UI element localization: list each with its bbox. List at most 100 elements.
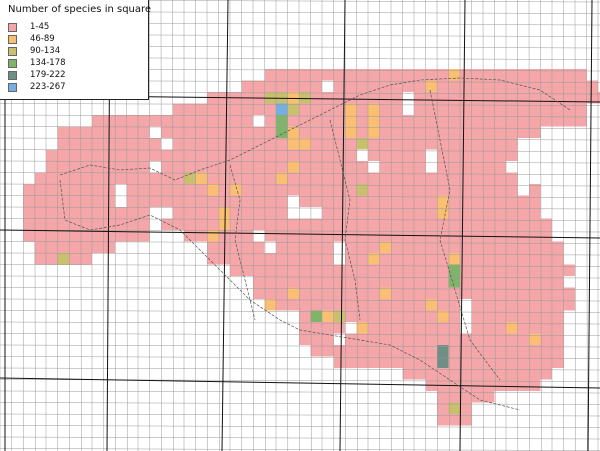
grid-cell xyxy=(437,241,449,253)
grid-cell xyxy=(437,310,449,322)
grid-cell xyxy=(345,218,357,230)
grid-cell xyxy=(506,241,518,253)
grid-cell xyxy=(368,287,380,299)
grid-cell xyxy=(391,276,403,288)
grid-cell xyxy=(506,322,518,334)
grid-cell xyxy=(460,402,472,414)
grid-cell xyxy=(103,184,115,196)
grid-cell xyxy=(92,115,104,127)
grid-cell xyxy=(322,115,334,127)
grid-cell xyxy=(299,161,311,173)
grid-cell xyxy=(529,299,541,311)
grid-cell xyxy=(563,69,575,81)
grid-cell xyxy=(345,276,357,288)
grid-cell xyxy=(276,172,288,184)
grid-cell xyxy=(172,138,184,150)
grid-cell xyxy=(437,333,449,345)
grid-cell xyxy=(207,207,219,219)
grid-cell xyxy=(575,115,587,127)
grid-cell xyxy=(368,207,380,219)
grid-cell xyxy=(345,126,357,138)
grid-cell xyxy=(69,138,81,150)
grid-cell xyxy=(506,356,518,368)
grid-cell xyxy=(414,299,426,311)
grid-line-horizontal xyxy=(0,252,600,256)
grid-cell xyxy=(437,207,449,219)
grid-cell xyxy=(356,138,368,150)
grid-cell xyxy=(92,126,104,138)
grid-cell xyxy=(402,126,414,138)
grid-cell xyxy=(172,195,184,207)
grid-cell xyxy=(356,310,368,322)
grid-line-horizontal xyxy=(0,413,600,417)
grid-cell xyxy=(379,195,391,207)
grid-cell xyxy=(310,333,322,345)
grid-cell xyxy=(218,149,230,161)
grid-cell xyxy=(471,103,483,115)
grid-cell xyxy=(172,115,184,127)
grid-cell xyxy=(253,195,265,207)
grid-cell xyxy=(264,299,276,311)
grid-cell xyxy=(80,126,92,138)
grid-cell xyxy=(529,184,541,196)
grid-cell xyxy=(402,138,414,150)
grid-cell xyxy=(264,264,276,276)
legend-item: 134-178 xyxy=(8,57,148,69)
grid-cell xyxy=(540,368,552,380)
grid-cell xyxy=(471,264,483,276)
legend-swatch xyxy=(8,82,17,92)
grid-cell xyxy=(529,333,541,345)
grid-cell xyxy=(425,241,437,253)
grid-cell xyxy=(448,287,460,299)
grid-cell xyxy=(529,253,541,265)
grid-cell xyxy=(437,149,449,161)
grid-cell xyxy=(310,172,322,184)
grid-cell xyxy=(437,356,449,368)
grid-cell xyxy=(207,149,219,161)
grid-cell xyxy=(333,230,345,242)
grid-cell xyxy=(230,241,242,253)
grid-cell xyxy=(368,333,380,345)
grid-line-vertical xyxy=(206,0,208,451)
grid-cell xyxy=(287,92,299,104)
grid-line-horizontal xyxy=(0,218,600,221)
grid-cell xyxy=(540,241,552,253)
grid-cell xyxy=(483,241,495,253)
grid-cell xyxy=(517,299,529,311)
grid-cell xyxy=(264,172,276,184)
grid-cell xyxy=(402,287,414,299)
grid-line-vertical xyxy=(298,0,300,451)
grid-cell xyxy=(276,138,288,150)
grid-cell xyxy=(115,230,127,242)
grid-cell xyxy=(540,356,552,368)
grid-cell xyxy=(172,149,184,161)
grid-cell xyxy=(471,149,483,161)
grid-cell xyxy=(322,172,334,184)
grid-line-vertical xyxy=(252,0,254,451)
grid-cell xyxy=(46,253,58,265)
grid-cell xyxy=(425,184,437,196)
grid-cell xyxy=(207,103,219,115)
grid-cell xyxy=(402,333,414,345)
grid-cell xyxy=(57,241,69,253)
grid-cell xyxy=(437,172,449,184)
grid-line-vertical xyxy=(344,0,346,451)
grid-cell xyxy=(460,207,472,219)
grid-cell xyxy=(172,207,184,219)
grid-cell xyxy=(138,218,150,230)
grid-cell xyxy=(253,80,265,92)
grid-cell xyxy=(23,184,35,196)
grid-cell xyxy=(494,356,506,368)
grid-cell xyxy=(368,69,380,81)
grid-cell xyxy=(287,126,299,138)
grid-line-vertical xyxy=(494,0,496,451)
grid-cell xyxy=(161,195,173,207)
grid-cell xyxy=(356,207,368,219)
grid-cell xyxy=(414,368,426,380)
grid-cell xyxy=(138,149,150,161)
grid-cell xyxy=(241,241,253,253)
grid-cell xyxy=(379,322,391,334)
grid-cell xyxy=(184,207,196,219)
grid-cell xyxy=(92,218,104,230)
grid-cell xyxy=(425,264,437,276)
